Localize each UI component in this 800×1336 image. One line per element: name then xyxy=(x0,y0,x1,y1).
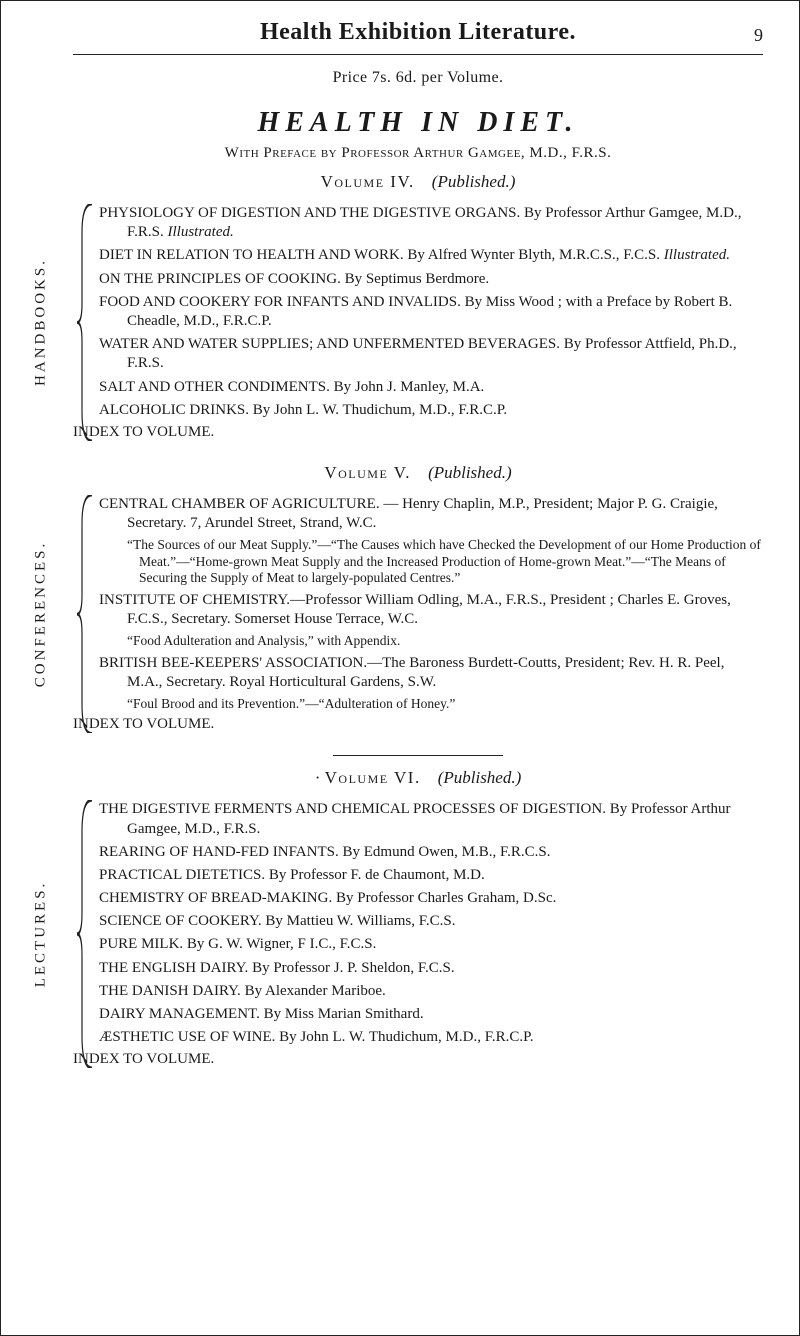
entry: INSTITUTE OF CHEMISTRY.—Professor Willia… xyxy=(99,591,763,629)
volume-iv-pub: (Published.) xyxy=(432,172,516,191)
entry: BRITISH BEE-KEEPERS' ASSOCIATION.—The Ba… xyxy=(99,654,763,692)
preface-line: With Preface by Professor Arthur Gamgee,… xyxy=(73,145,763,162)
entry-rest: By Miss Marian Smithard. xyxy=(260,1006,424,1022)
running-head-title: Health Exhibition Literature. xyxy=(260,19,576,46)
entry: ALCOHOLIC DRINKS. By John L. W. Thudichu… xyxy=(99,401,763,420)
entry: DIET IN RELATION TO HEALTH AND WORK. By … xyxy=(99,246,763,265)
entry-rest: By Alexander Mariboe. xyxy=(241,983,386,999)
handbooks-index: INDEX TO VOLUME. xyxy=(73,424,763,441)
divider-rule xyxy=(333,755,503,756)
entry-lead: SCIENCE OF COOKERY. xyxy=(99,913,262,929)
entry: SCIENCE OF COOKERY. By Mattieu W. Willia… xyxy=(99,912,763,931)
volume-iv-line: Volume IV. (Published.) xyxy=(73,172,763,192)
entry-subnote: “Foul Brood and its Prevention.”—“Adulte… xyxy=(99,696,763,712)
entry: FOOD AND COOKERY FOR INFANTS AND INVALID… xyxy=(99,293,763,331)
entry-lead: BRITISH BEE-KEEPERS' ASSOCIATION. xyxy=(99,655,367,671)
entry-lead: SALT AND OTHER CONDIMENTS. xyxy=(99,379,330,395)
volume-v-sc: Volume V. xyxy=(324,463,411,482)
entry: CHEMISTRY OF BREAD-MAKING. By Professor … xyxy=(99,889,763,908)
entry-lead: THE DANISH DAIRY. xyxy=(99,983,241,999)
entry-lead: DIET IN RELATION TO HEALTH AND WORK. xyxy=(99,247,404,263)
entry-lead: THE ENGLISH DAIRY. xyxy=(99,960,248,976)
brace-lectures xyxy=(77,800,95,1068)
volume-vi-sc: Volume VI. xyxy=(325,768,421,787)
handbooks-side-label: HANDBOOKS. xyxy=(33,258,50,386)
entry: WATER AND WATER SUPPLIES; AND UNFERMENTE… xyxy=(99,335,763,373)
entry: THE DANISH DAIRY. By Alexander Mariboe. xyxy=(99,982,763,1001)
entry: REARING OF HAND-FED INFANTS. By Edmund O… xyxy=(99,843,763,862)
entry-lead: DAIRY MANAGEMENT. xyxy=(99,1006,260,1022)
entry-lead: PHYSIOLOGY OF DIGESTION AND THE DIGESTIV… xyxy=(99,205,520,221)
entry-subnote: “Food Adulteration and Analysis,” with A… xyxy=(99,633,763,649)
entry-lead: INSTITUTE OF CHEMISTRY. xyxy=(99,592,290,608)
page-number: 9 xyxy=(754,25,763,46)
handbooks-entries: PHYSIOLOGY OF DIGESTION AND THE DIGESTIV… xyxy=(99,204,763,420)
volume-vi-line: · Volume VI. (Published.) xyxy=(73,768,763,788)
entry-lead: CHEMISTRY OF BREAD-MAKING. xyxy=(99,890,332,906)
entry-rest: By John L. W. Thudichum, M.D., F.R.C.P. xyxy=(275,1029,533,1045)
price-line: Price 7s. 6d. per Volume. xyxy=(73,69,763,87)
entry-lead: ALCOHOLIC DRINKS. xyxy=(99,402,249,418)
conferences-index: INDEX TO VOLUME. xyxy=(73,716,763,733)
entry-rest: By Edmund Owen, M.B., F.R.C.S. xyxy=(339,844,551,860)
entry: SALT AND OTHER CONDIMENTS. By John J. Ma… xyxy=(99,378,763,397)
entry: ÆSTHETIC USE OF WINE. By John L. W. Thud… xyxy=(99,1028,763,1047)
running-head: Health Exhibition Literature. 9 xyxy=(73,19,763,55)
brace-conferences xyxy=(77,495,95,733)
entry: THE DIGESTIVE FERMENTS AND CHEMICAL PROC… xyxy=(99,800,763,838)
entry: ON THE PRINCIPLES OF COOKING. By Septimu… xyxy=(99,270,763,289)
entry-rest: By Professor J. P. Sheldon, F.C.S. xyxy=(248,960,454,976)
lectures-entries: THE DIGESTIVE FERMENTS AND CHEMICAL PROC… xyxy=(99,800,763,1047)
entry: THE ENGLISH DAIRY. By Professor J. P. Sh… xyxy=(99,959,763,978)
brace-handbooks xyxy=(77,204,95,441)
page-root: Health Exhibition Literature. 9 Price 7s… xyxy=(0,0,800,1336)
conferences-entries: CENTRAL CHAMBER OF AGRICULTURE. — Henry … xyxy=(99,495,763,712)
entry: PHYSIOLOGY OF DIGESTION AND THE DIGESTIV… xyxy=(99,204,763,242)
entry-rest: By John L. W. Thudichum, M.D., F.R.C.P. xyxy=(249,402,507,418)
entry-rest: By John J. Manley, M.A. xyxy=(330,379,484,395)
entry: PURE MILK. By G. W. Wigner, F I.C., F.C.… xyxy=(99,935,763,954)
volume-iv-sc: Volume IV. xyxy=(321,172,415,191)
entry: CENTRAL CHAMBER OF AGRICULTURE. — Henry … xyxy=(99,495,763,533)
lectures-index: INDEX TO VOLUME. xyxy=(73,1051,763,1068)
entry-lead: PRACTICAL DIETETICS. xyxy=(99,867,265,883)
entry-subnote: “The Sources of our Meat Supply.”—“The C… xyxy=(99,537,763,586)
conferences-side-label: CONFERENCES. xyxy=(33,541,50,687)
entry-rest: By Septimus Berdmore. xyxy=(341,271,489,287)
entry-rest: By Alfred Wynter Blyth, M.R.C.S., F.C.S. xyxy=(404,247,664,263)
lectures-block: LECTURES. THE DIGESTIVE FERMENTS AND CHE… xyxy=(73,800,763,1069)
entry-ital: Illustrated. xyxy=(168,224,234,240)
volume-v-line: Volume V. (Published.) xyxy=(73,463,763,483)
lectures-side-label: LECTURES. xyxy=(33,881,50,988)
entry-lead: ON THE PRINCIPLES OF COOKING. xyxy=(99,271,341,287)
entry-rest: By Professor F. de Chaumont, M.D. xyxy=(265,867,485,883)
entry-lead: THE DIGESTIVE FERMENTS AND CHEMICAL PROC… xyxy=(99,801,606,817)
entry-lead: FOOD AND COOKERY FOR INFANTS AND INVALID… xyxy=(99,294,461,310)
entry: PRACTICAL DIETETICS. By Professor F. de … xyxy=(99,866,763,885)
entry-lead: ÆSTHETIC USE OF WINE. xyxy=(99,1029,275,1045)
entry: DAIRY MANAGEMENT. By Miss Marian Smithar… xyxy=(99,1005,763,1024)
conferences-block: CONFERENCES. CENTRAL CHAMBER OF AGRICULT… xyxy=(73,495,763,733)
volume-vi-pub: (Published.) xyxy=(438,768,522,787)
entry-rest: By Professor Charles Graham, D.Sc. xyxy=(332,890,556,906)
entry-lead: CENTRAL CHAMBER OF AGRICULTURE. xyxy=(99,496,380,512)
entry-lead: WATER AND WATER SUPPLIES; AND UNFERMENTE… xyxy=(99,336,560,352)
handbooks-block: HANDBOOKS. PHYSIOLOGY OF DIGESTION AND T… xyxy=(73,204,763,441)
entry-lead: PURE MILK. xyxy=(99,936,183,952)
section-title-health-in-diet: HEALTH IN DIET. xyxy=(73,107,763,139)
entry-ital: Illustrated. xyxy=(664,247,730,263)
entry-rest: By G. W. Wigner, F I.C., F.C.S. xyxy=(183,936,376,952)
entry-lead: REARING OF HAND-FED INFANTS. xyxy=(99,844,339,860)
volume-v-pub: (Published.) xyxy=(428,463,512,482)
entry-rest: By Mattieu W. Williams, F.C.S. xyxy=(262,913,456,929)
